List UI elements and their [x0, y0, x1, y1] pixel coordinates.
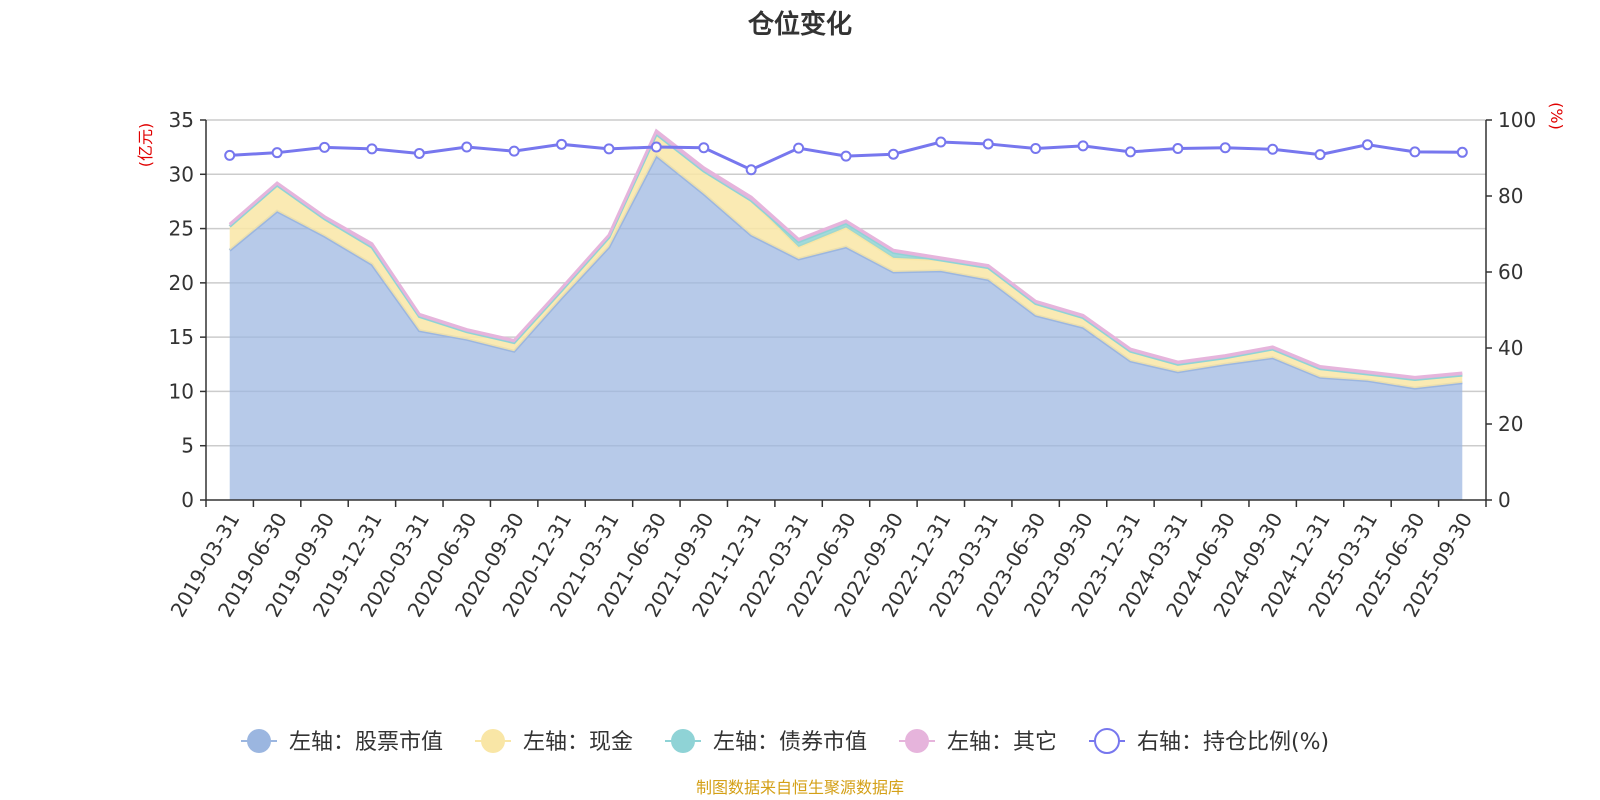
ratio-point[interactable]	[366, 143, 378, 155]
ratio-point[interactable]	[887, 148, 899, 160]
legend-swatch-marker	[481, 729, 505, 753]
right-tick-label: 0	[1498, 488, 1511, 512]
ratio-point[interactable]	[508, 145, 520, 157]
ratio-point[interactable]	[698, 142, 710, 154]
ratio-point[interactable]	[935, 136, 947, 148]
ratio-point[interactable]	[224, 149, 236, 161]
legend-label: 左轴：股票市值	[289, 730, 443, 755]
area-左轴：股票市值	[229, 155, 1463, 501]
ratio-point[interactable]	[413, 147, 425, 159]
legend-label: 左轴：其它	[947, 730, 1057, 755]
series-lines	[224, 136, 1468, 176]
legend-label: 右轴：持仓比例(%)	[1137, 730, 1329, 755]
area-line-左轴：其它	[228, 128, 1463, 379]
data-source-note: 制图数据来自恒生聚源数据库	[696, 778, 904, 797]
left-tick-label: 20	[169, 271, 194, 295]
ratio-point[interactable]	[1314, 149, 1326, 161]
ratio-point[interactable]	[1267, 143, 1279, 155]
legend[interactable]: 左轴：股票市值 左轴：现金 左轴：债券市值 左轴：其它 右轴：持仓比例(%)	[241, 728, 1329, 755]
ratio-point[interactable]	[1124, 146, 1136, 158]
legend-item[interactable]: 左轴：其它	[899, 729, 1057, 755]
right-tick-label: 20	[1498, 412, 1523, 436]
ratio-point[interactable]	[840, 150, 852, 162]
ratio-point[interactable]	[1030, 143, 1042, 154]
legend-label: 左轴：债券市值	[713, 730, 867, 755]
area-左轴：现金	[229, 134, 1463, 389]
ratio-point[interactable]	[1172, 143, 1184, 154]
ratio-point[interactable]	[650, 141, 662, 153]
legend-item[interactable]: 左轴：股票市值	[241, 729, 443, 755]
ratio-point[interactable]	[319, 141, 331, 153]
right-tick-label: 60	[1498, 260, 1523, 284]
ratio-point[interactable]	[793, 142, 805, 154]
ratio-point[interactable]	[556, 138, 568, 150]
ratio-point[interactable]	[745, 164, 757, 176]
ratio-point[interactable]	[982, 138, 994, 150]
legend-item[interactable]: 左轴：债券市值	[665, 729, 867, 755]
left-tick-label: 35	[169, 108, 194, 132]
area-line-左轴：股票市值	[228, 153, 1463, 390]
ratio-point[interactable]	[1361, 139, 1373, 151]
chart-title: 仓位变化	[747, 9, 852, 40]
legend-swatch-marker	[1094, 728, 1120, 754]
legend-label: 左轴：现金	[523, 730, 633, 755]
ratio-point[interactable]	[1219, 142, 1231, 154]
left-tick-label: 15	[169, 325, 194, 349]
ratio-point[interactable]	[271, 147, 283, 159]
ratio-point[interactable]	[1456, 146, 1468, 158]
left-tick-label: 5	[181, 434, 194, 458]
ratio-point[interactable]	[1409, 146, 1421, 158]
right-tick-label: 100	[1498, 108, 1536, 132]
legend-swatch-marker	[247, 729, 271, 753]
left-tick-label: 10	[169, 379, 194, 403]
right-tick-label: 80	[1498, 184, 1523, 208]
stacked-areas	[228, 128, 1463, 501]
legend-swatch-marker	[671, 729, 695, 753]
left-tick-label: 30	[169, 162, 194, 186]
right-axis-unit: (%)	[1547, 102, 1566, 130]
left-tick-label: 0	[181, 488, 194, 512]
legend-swatch-marker	[905, 729, 929, 753]
ratio-point[interactable]	[1077, 140, 1089, 152]
ratio-point[interactable]	[461, 141, 473, 153]
left-axis-unit: (亿元)	[136, 123, 155, 168]
right-tick-label: 40	[1498, 336, 1523, 360]
ratio-point[interactable]	[603, 143, 615, 155]
legend-item[interactable]: 左轴：现金	[475, 729, 633, 755]
legend-item[interactable]: 右轴：持仓比例(%)	[1089, 728, 1329, 755]
left-tick-label: 25	[169, 217, 194, 241]
